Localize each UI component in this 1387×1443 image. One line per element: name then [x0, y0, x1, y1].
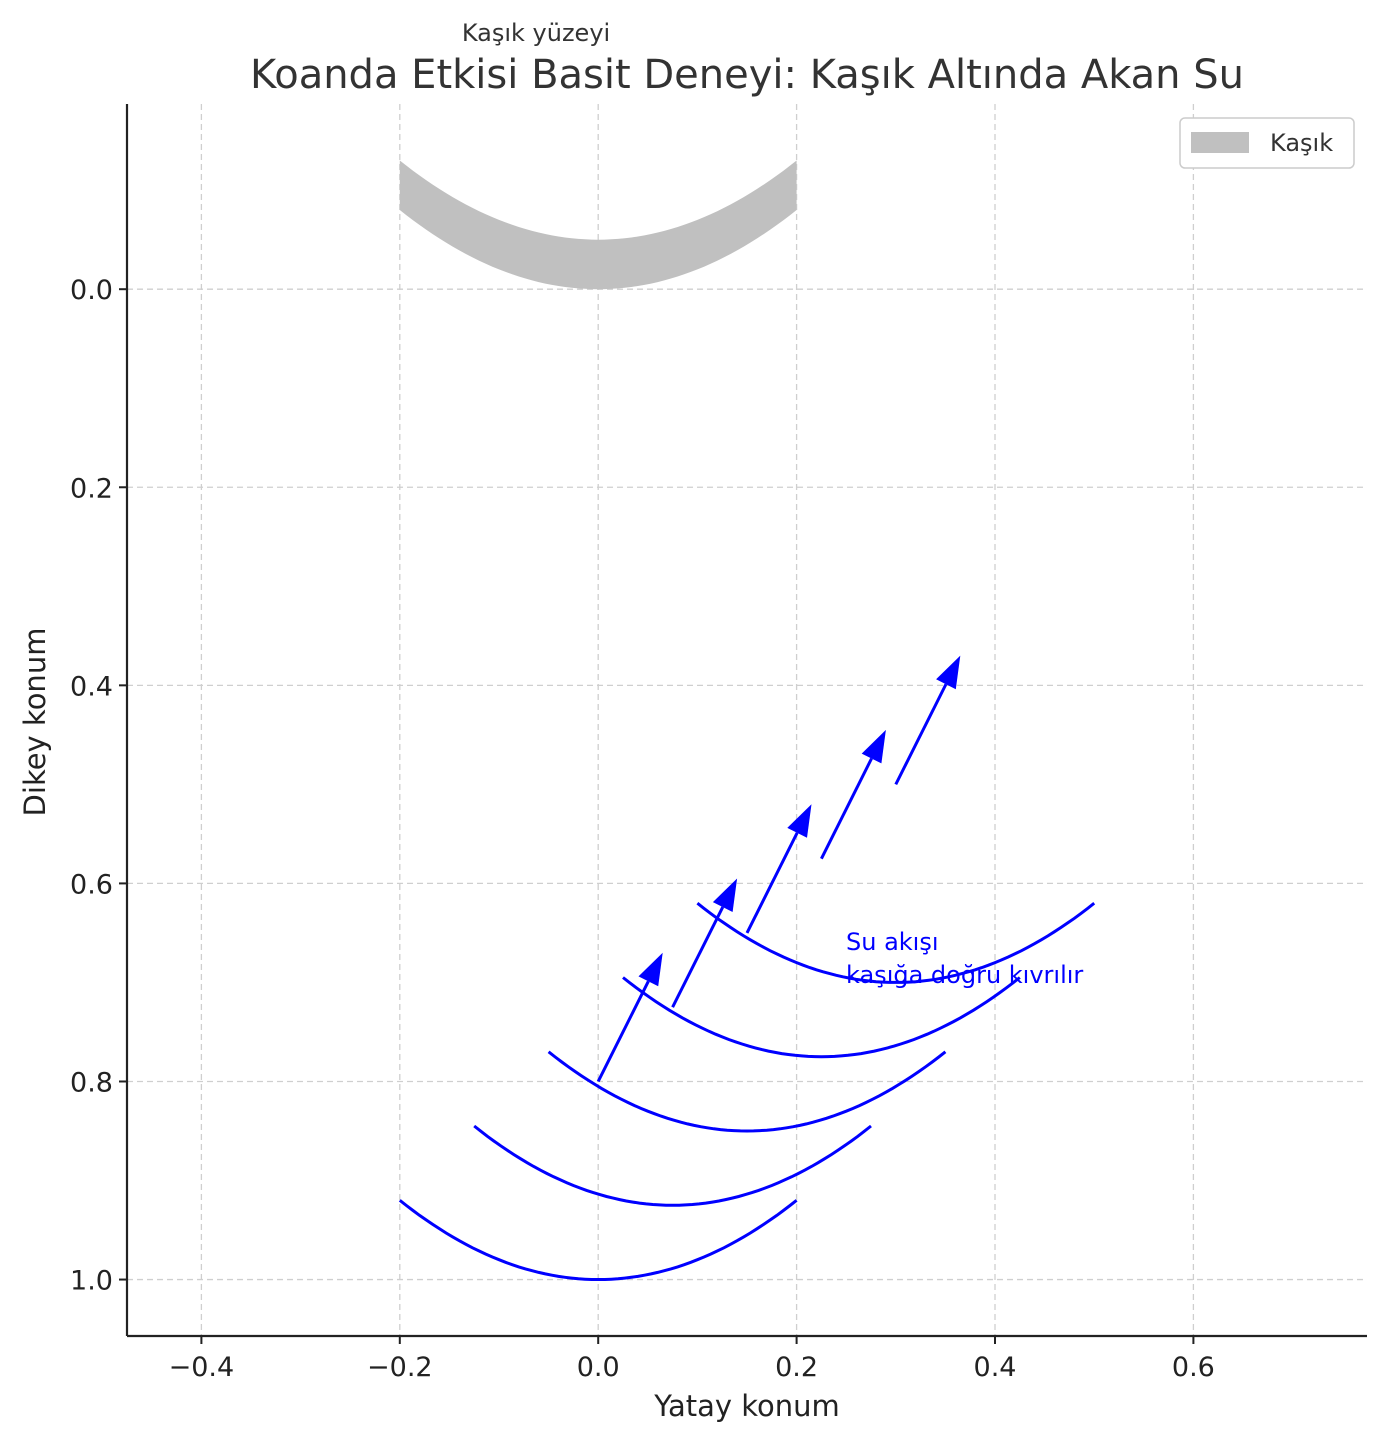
- flow-arrow-shaft: [745, 832, 799, 934]
- flow-arrow-1: [671, 878, 738, 1008]
- spoon-surface-annotation: Kaşık yüzeyi: [462, 19, 610, 47]
- flow-arrow-shaft: [671, 906, 725, 1008]
- flow-annotation-line1: Su akışı: [846, 928, 939, 956]
- x-tick-label-3: 0.2: [775, 1352, 818, 1383]
- x-tick-label-4: 0.4: [974, 1352, 1017, 1383]
- flow-arrow-2: [745, 804, 812, 934]
- flow-arrows: [596, 655, 961, 1083]
- flow-arrow-head: [638, 952, 663, 987]
- grid: [127, 104, 1367, 1336]
- flow-arrow-3: [820, 729, 886, 860]
- y-tick-label-1: 0.2: [70, 473, 113, 504]
- x-axis-label: Yatay konum: [653, 1389, 840, 1423]
- flow-curve-0: [398, 1199, 798, 1281]
- flow-curves: [398, 902, 1096, 1281]
- y-tick-label-2: 0.4: [70, 671, 113, 702]
- flow-arrow-shaft: [820, 757, 873, 860]
- y-tick-label-0: 0.0: [70, 275, 113, 306]
- x-tick-label-2: 0.0: [577, 1352, 620, 1383]
- y-tick-label-3: 0.6: [70, 869, 113, 900]
- flow-arrow-shaft: [894, 683, 948, 786]
- y-tick-label-5: 1.0: [70, 1266, 113, 1297]
- legend-label-spoon: Kaşık: [1270, 129, 1333, 157]
- flow-arrow-head: [936, 655, 961, 690]
- flow-arrow-head: [787, 804, 812, 838]
- flow-arrow-head: [712, 878, 738, 912]
- flow-curve-2: [547, 1050, 947, 1133]
- legend-swatch-spoon: [1191, 132, 1249, 153]
- flow-arrow-head: [861, 729, 886, 764]
- spoon-shape: [399, 160, 797, 290]
- flow-curve-3: [622, 976, 1021, 1059]
- x-tick-label-5: 0.6: [1172, 1352, 1215, 1383]
- flow-annotation-line2: kaşığa doğru kıvrılır: [846, 961, 1083, 989]
- axes: [119, 104, 1367, 1344]
- x-tick-label-1: −0.2: [367, 1352, 433, 1383]
- spoon-band: [399, 160, 797, 290]
- x-tick-label-0: −0.4: [169, 1352, 235, 1383]
- y-tick-label-4: 0.8: [70, 1067, 113, 1098]
- legend-frame: [1179, 117, 1355, 169]
- tick-labels: −0.4 −0.2 0.0 0.2 0.4 0.6 0.0 0.2 0.4 0.6 0.8 1.0: [70, 275, 1215, 1383]
- flow-curve-4: [696, 902, 1096, 984]
- y-axis-label: Dikey konum: [18, 628, 52, 817]
- flow-arrow-0: [596, 952, 663, 1083]
- flow-arrow-shaft: [596, 980, 650, 1083]
- flow-arrow-4: [894, 655, 961, 786]
- chart-title: Koanda Etkisi Basit Deneyi: Kaşık Altınd…: [250, 52, 1244, 98]
- legend: Kaşık: [1179, 117, 1355, 169]
- flow-curve-1: [473, 1124, 872, 1207]
